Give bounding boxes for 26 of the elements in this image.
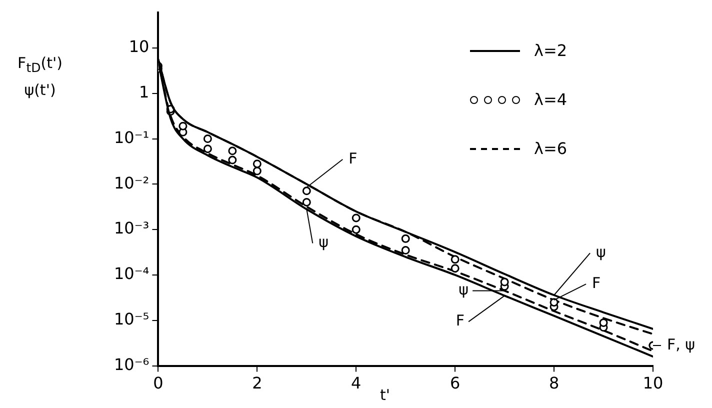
annotation: F [592,274,601,292]
y-tick-label: 1 [139,82,150,102]
legend-label: λ=2 [534,41,568,60]
annotation: ψ [596,243,606,262]
x-tick-label: 10 [642,374,664,393]
x-tick-label: 0 [153,374,164,393]
y-tick-label: 10⁻² [114,173,150,192]
y-axis-title: F$_{tD}$(t') ψ(t') [16,53,64,101]
annotation: ψ [318,233,329,252]
annotation: ψ [458,280,469,299]
y-tick-label: 10⁻⁵ [114,310,150,329]
y-tick-label: 10 [128,37,150,56]
x-tick-label: 8 [548,374,560,393]
legend-label: λ=6 [534,139,568,158]
x-tick-label: 2 [252,374,262,393]
annotation: F [348,149,358,168]
y-tick-label: 10⁻⁴ [114,264,150,284]
y-tick-label: 10⁻¹ [114,128,150,147]
x-tick-label: 4 [351,374,362,393]
x-axis-title: t' [380,386,390,404]
legend-label: λ=4 [534,90,568,109]
x-tick-label: 6 [450,374,460,393]
y-tick-label: 10⁻³ [114,218,150,238]
y-tick-label: 10⁻⁶ [114,354,150,374]
annotation: F [456,312,465,330]
annotation: F, ψ [667,335,696,354]
